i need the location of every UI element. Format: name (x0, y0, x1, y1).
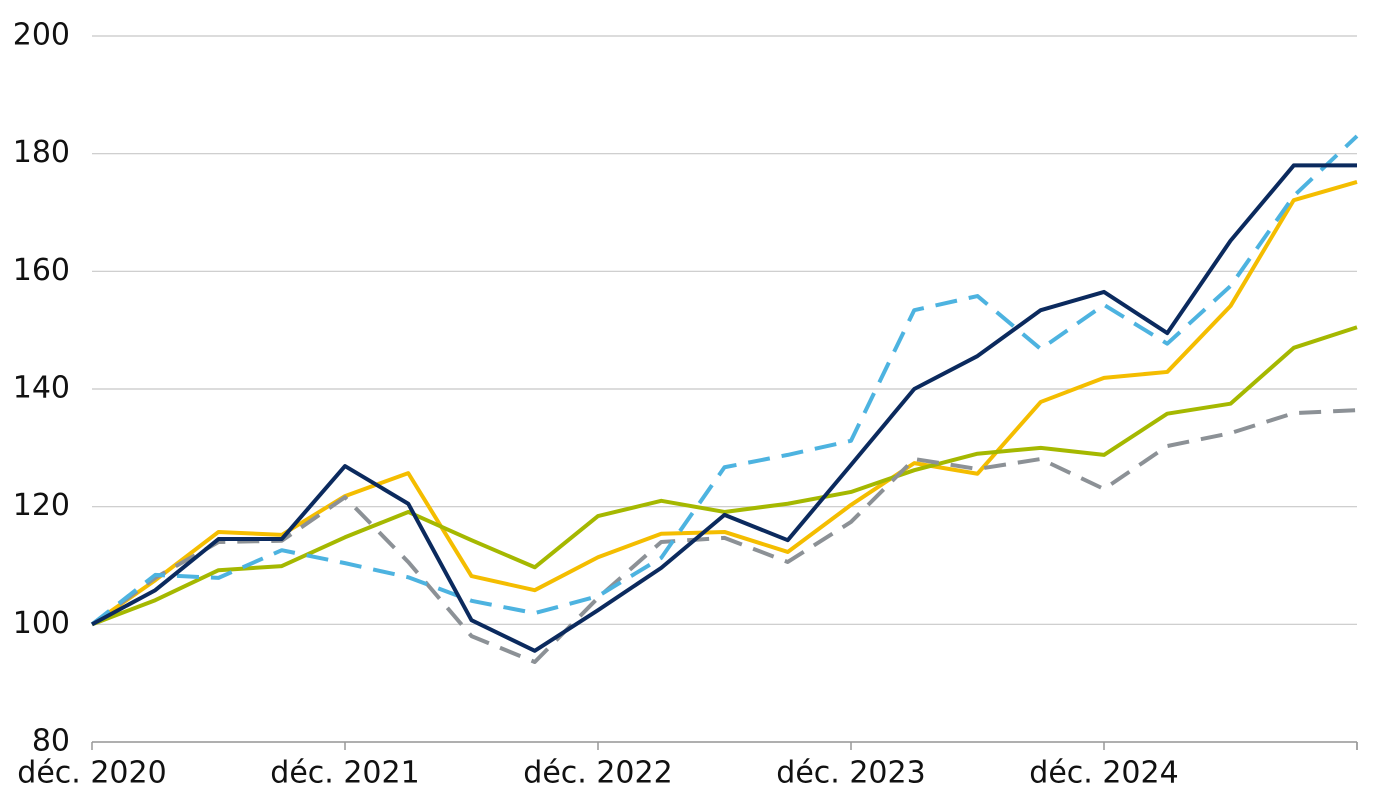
series-line (90, 179, 1358, 626)
y-tick-label: 80 (32, 724, 70, 759)
y-tick-label: 160 (13, 253, 70, 288)
x-tick-label: déc. 2022 (523, 756, 672, 791)
series-line (91, 325, 1358, 627)
x-tick-label: déc. 2021 (270, 756, 419, 791)
y-tick-label: 120 (13, 488, 70, 523)
y-tick-label: 180 (13, 135, 70, 170)
y-tick-label: 200 (13, 18, 70, 53)
y-tick-label: 140 (13, 371, 70, 406)
y-tick-label: 100 (13, 606, 70, 641)
x-tick-label: déc. 2023 (776, 756, 925, 791)
series-line (90, 134, 1359, 626)
series-line (90, 408, 1358, 664)
x-tick-label: déc. 2024 (1029, 756, 1178, 791)
series-line (91, 163, 1357, 653)
x-tick-label: déc. 2020 (17, 756, 166, 791)
